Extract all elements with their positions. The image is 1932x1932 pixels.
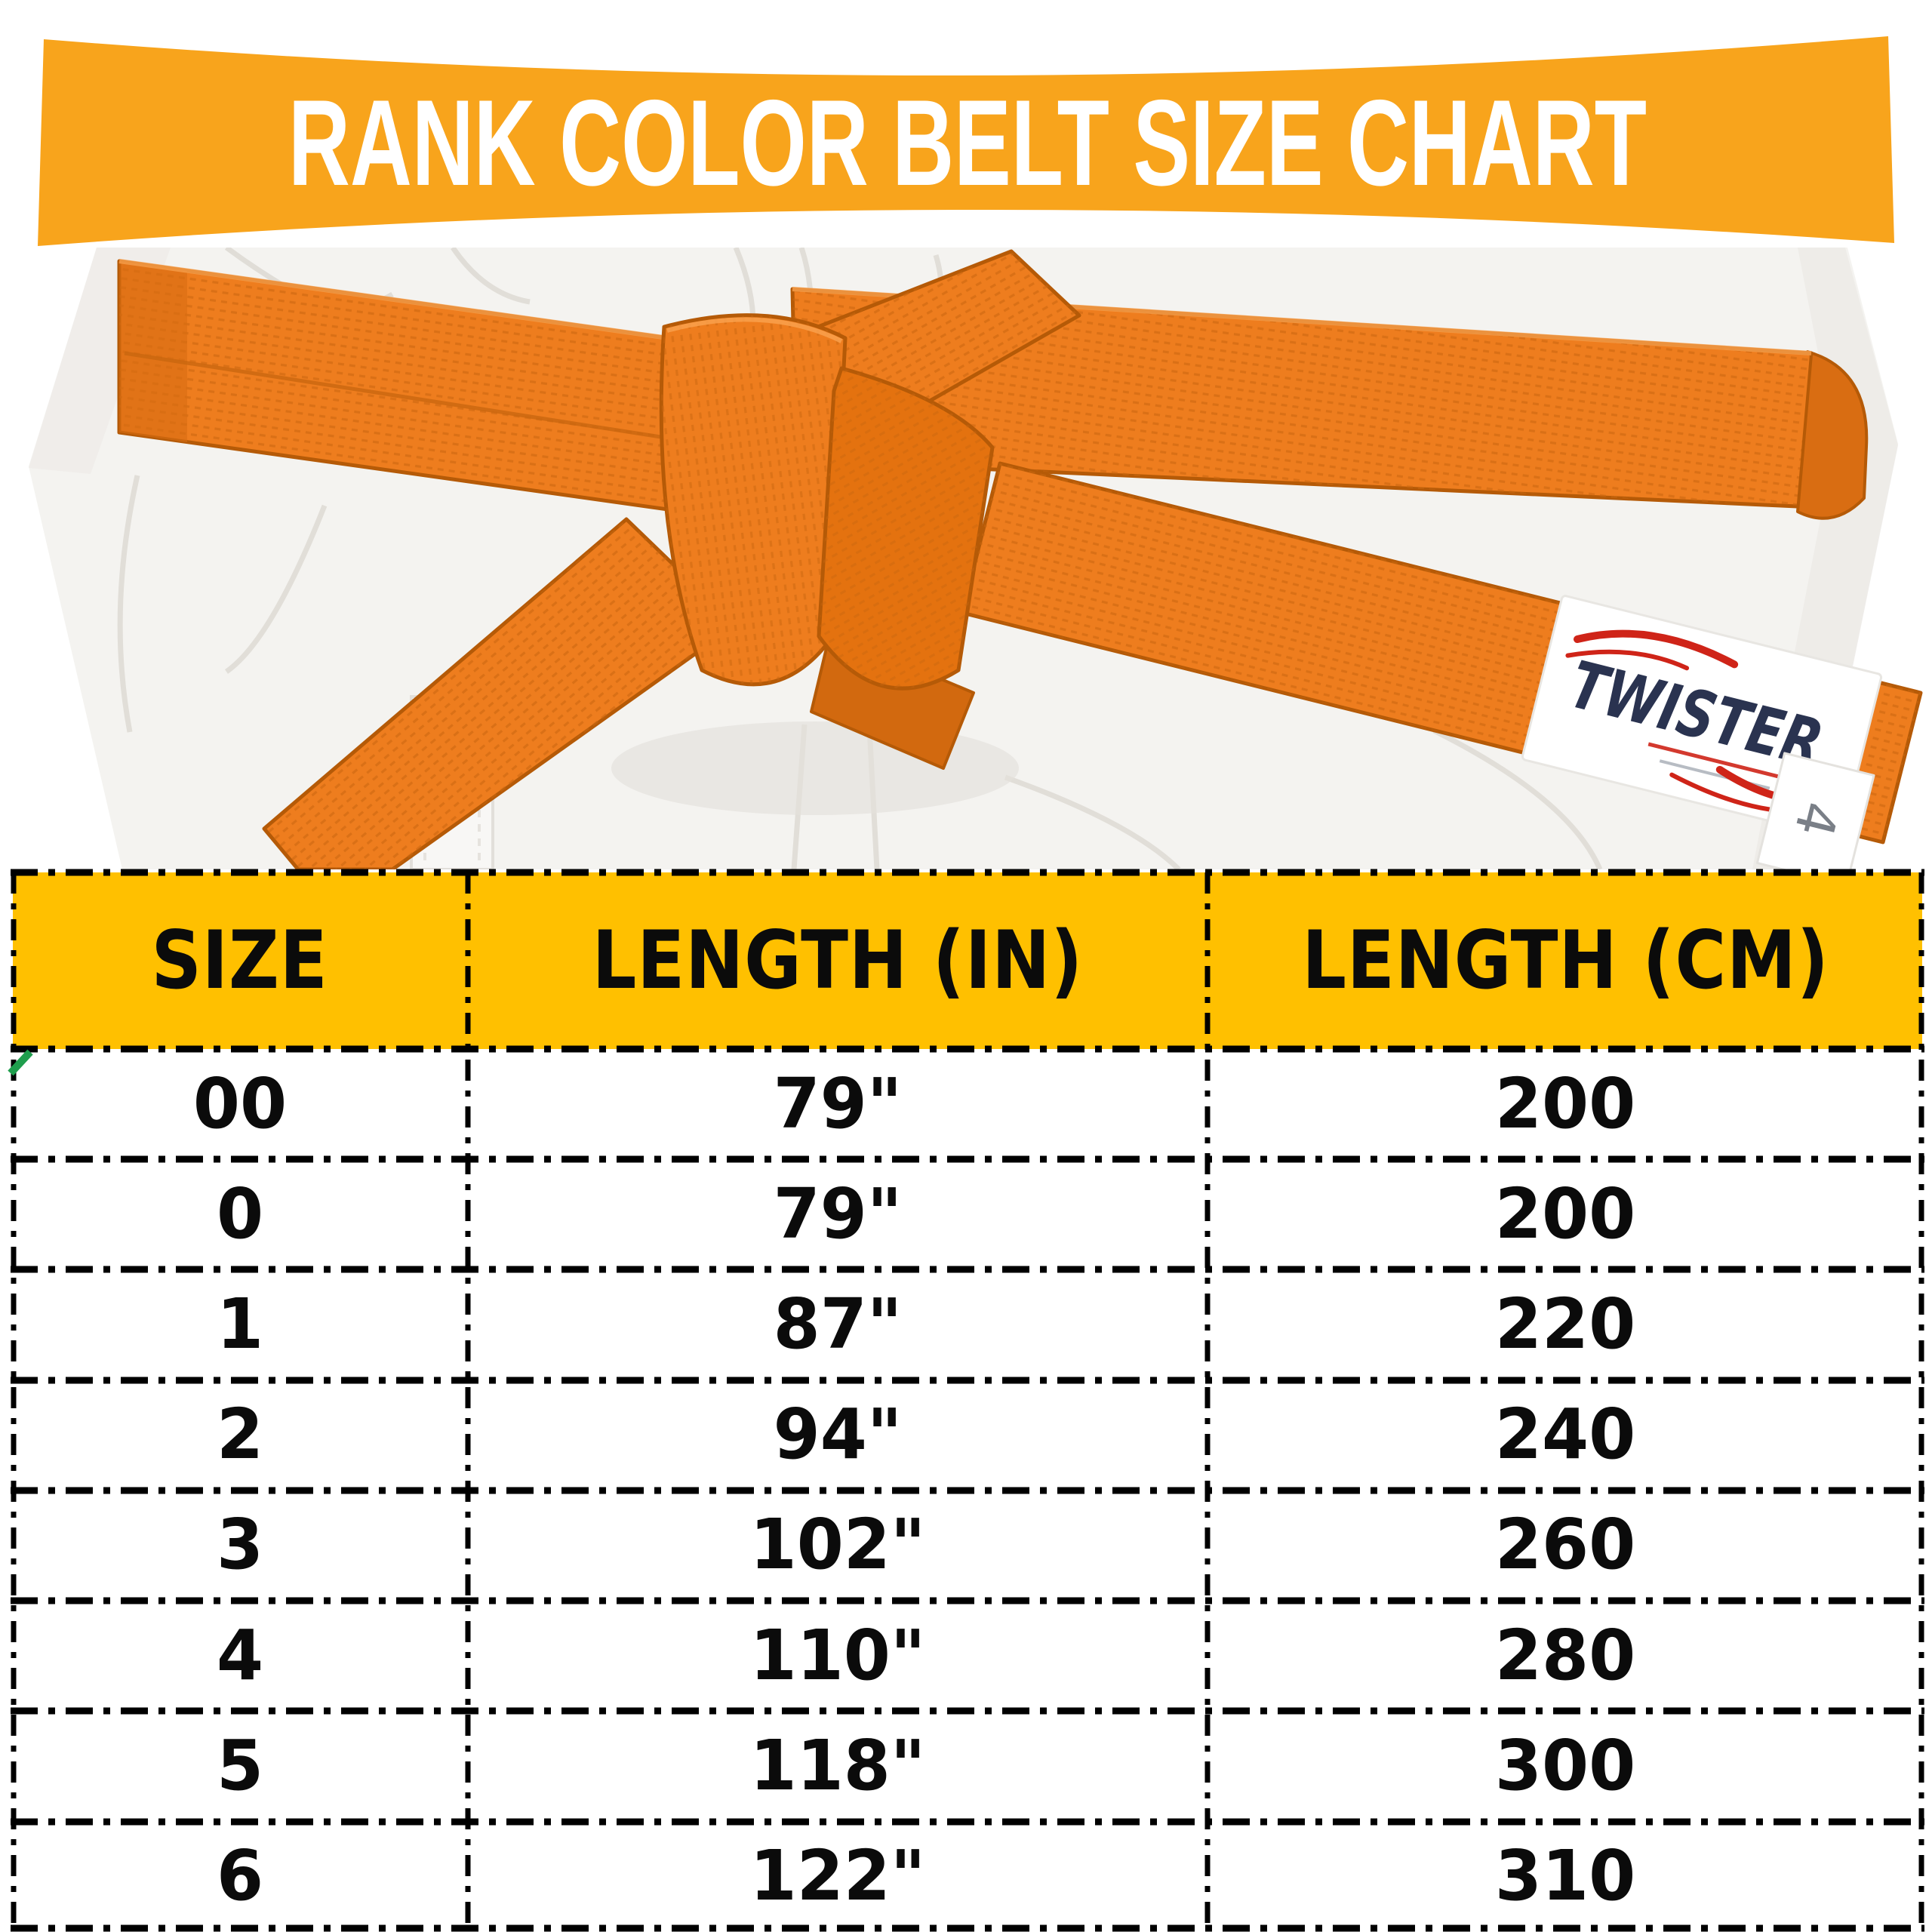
table-cell-length-cm: 280 [1494, 1614, 1636, 1696]
banner-title: RANK COLOR BELT SIZE CHART [288, 75, 1647, 211]
header-cell-length-cm: LENGTH (CM) [1301, 914, 1829, 1007]
table-grid [8, 869, 1924, 1932]
table-cell-size: 2 [216, 1394, 264, 1475]
table-cell-length-in: 94" [773, 1394, 903, 1475]
table-cell-length-in: 110" [749, 1614, 926, 1696]
table-cell-size: 5 [216, 1724, 264, 1806]
header-cell-size: SIZE [151, 914, 329, 1007]
table-cell-size: 00 [192, 1063, 288, 1144]
table-cell-length-in: 122" [749, 1835, 926, 1916]
table-cell-length-in: 79" [773, 1063, 903, 1144]
table-cell-length-in: 118" [749, 1724, 926, 1806]
table-cell-size: 6 [216, 1835, 264, 1916]
table-cell-length-cm: 310 [1494, 1835, 1636, 1916]
header-background [13, 872, 1922, 1049]
belt-left-band [117, 259, 675, 512]
table-cell-length-in: 79" [773, 1173, 903, 1254]
table-cell-length-cm: 260 [1494, 1504, 1636, 1586]
table-cell-length-cm: 240 [1494, 1394, 1636, 1475]
banner-ribbon-shape [38, 36, 1894, 246]
header-cell-length-in: LENGTH (IN) [592, 914, 1084, 1007]
belt-knot [659, 313, 995, 770]
table-cell-size: 4 [216, 1614, 264, 1696]
table-cell-size: 1 [216, 1283, 264, 1364]
green-corner-mark [8, 1049, 33, 1076]
table-cell-size: 0 [216, 1173, 264, 1254]
table-cell-length-cm: 200 [1494, 1173, 1636, 1254]
belt-photo: TWISTER 4 [29, 248, 1923, 869]
size-table: SIZE LENGTH (IN) LENGTH (CM) 00 79" 200 … [12, 872, 1923, 1931]
vertical-rules [11, 872, 1924, 1928]
title-banner: RANK COLOR BELT SIZE CHART [38, 36, 1894, 246]
belt-label: TWISTER 4 [1521, 595, 1883, 869]
table-cell-length-in: 102" [749, 1504, 926, 1586]
size-tag: 4 [1755, 752, 1875, 869]
horizontal-rules [11, 869, 1924, 1932]
belt-right-tail: TWISTER 4 [960, 461, 1923, 869]
table-cell-size: 3 [216, 1504, 264, 1586]
table-cell-length-cm: 220 [1494, 1283, 1636, 1364]
table-cell-length-in: 87" [773, 1283, 903, 1364]
orange-belt: TWISTER 4 [117, 249, 1923, 869]
table-cell-length-cm: 300 [1494, 1724, 1636, 1806]
table-cell-length-cm: 200 [1494, 1063, 1636, 1144]
